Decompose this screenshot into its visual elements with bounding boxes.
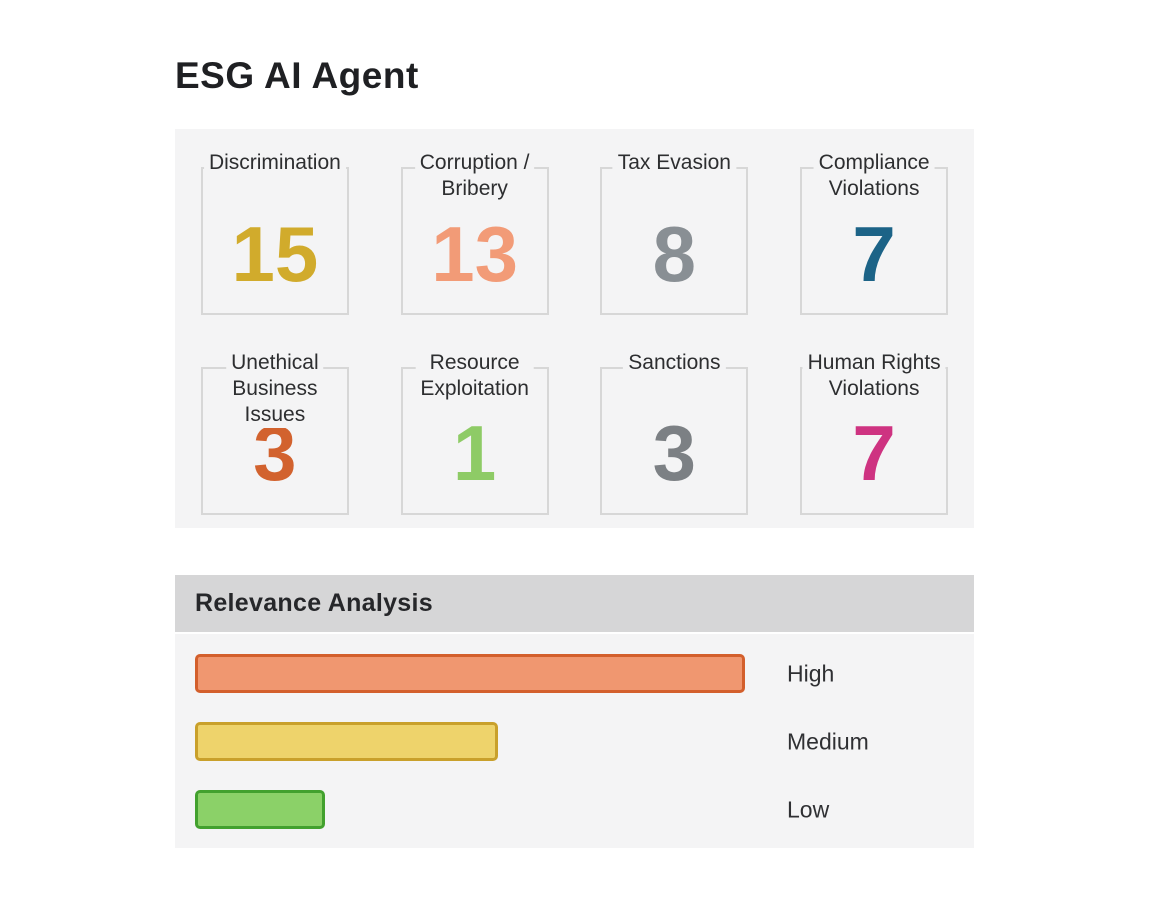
metric-value: 7 bbox=[852, 209, 896, 298]
relevance-bar-row-medium: Medium bbox=[175, 722, 974, 761]
relevance-bar-label: Medium bbox=[787, 728, 869, 754]
metric-card-human-rights-violations[interactable]: Human Rights Violations 7 bbox=[774, 329, 974, 529]
metric-label: Unethical Business Issues bbox=[226, 349, 324, 428]
relevance-bar-label: Low bbox=[787, 796, 830, 822]
relevance-analysis-title: Relevance Analysis bbox=[195, 589, 433, 617]
metric-label: Corruption / Bribery bbox=[414, 150, 535, 202]
relevance-bar-low bbox=[195, 790, 325, 829]
metric-label: Compliance Violations bbox=[813, 150, 935, 202]
relevance-bar-high bbox=[195, 654, 745, 693]
relevance-bar-row-low: Low bbox=[175, 790, 974, 829]
metric-label: Sanctions bbox=[623, 349, 726, 376]
metric-value: 15 bbox=[231, 209, 319, 298]
metric-label: Human Rights Violations bbox=[802, 349, 946, 402]
metric-value: 13 bbox=[431, 209, 518, 298]
metric-value: 8 bbox=[652, 209, 697, 298]
metric-card-compliance-violations[interactable]: Compliance Violations 7 bbox=[774, 129, 974, 329]
relevance-bar-row-high: High bbox=[175, 654, 974, 693]
metric-card-sanctions[interactable]: Sanctions 3 bbox=[575, 329, 775, 529]
metric-label: Tax Evasion bbox=[612, 150, 736, 176]
metric-card-resource-exploitation[interactable]: Resource Exploitation 1 bbox=[375, 329, 575, 529]
metric-card-unethical-business-issues[interactable]: Unethical Business Issues 3 bbox=[175, 329, 375, 529]
metric-label: Resource Exploitation bbox=[415, 349, 534, 402]
metric-card-tax-evasion[interactable]: Tax Evasion 8 bbox=[575, 129, 775, 329]
metric-value: 1 bbox=[452, 409, 497, 497]
metric-label: Discrimination bbox=[203, 150, 346, 176]
relevance-analysis-header: Relevance Analysis bbox=[175, 575, 974, 632]
relevance-bar-medium bbox=[195, 722, 498, 761]
relevance-bar-label: High bbox=[787, 660, 835, 686]
metric-card-corruption-bribery[interactable]: Corruption / Bribery 13 bbox=[375, 129, 575, 329]
metric-value: 3 bbox=[652, 409, 697, 497]
relevance-analysis-panel: High Medium Low bbox=[175, 634, 974, 848]
metric-value: 7 bbox=[852, 409, 896, 497]
page-title: ESG AI Agent bbox=[175, 55, 419, 96]
metric-card-discrimination[interactable]: Discrimination 15 bbox=[175, 129, 375, 329]
metrics-panel: Discrimination 15 Corruption / Bribery 1… bbox=[175, 129, 974, 528]
